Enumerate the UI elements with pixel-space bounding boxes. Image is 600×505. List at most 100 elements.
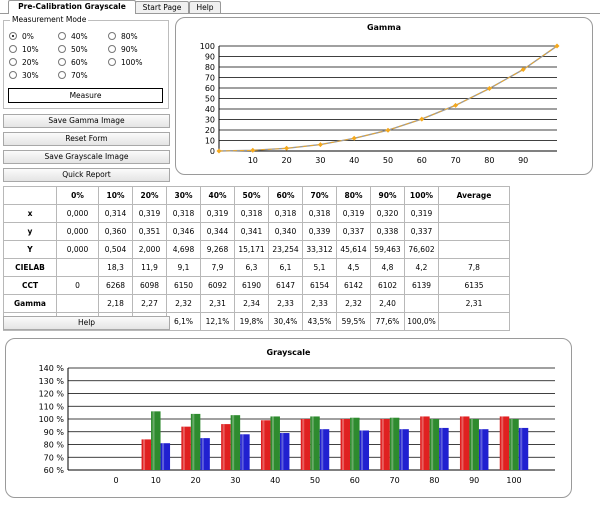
grayscale-bar: [300, 419, 311, 470]
table-cell: 0,320: [370, 204, 405, 223]
table-cell: 0,318: [166, 204, 201, 223]
grayscale-bar-shine: [192, 413, 195, 470]
help-button[interactable]: Help: [3, 316, 170, 330]
radio-90[interactable]: 90%: [108, 45, 138, 55]
table-header-cell: 90%: [370, 186, 405, 205]
grayscale-chart-title: Grayscale: [266, 348, 311, 357]
grayscale-bar: [230, 415, 241, 470]
table-cell: 2,31: [438, 294, 510, 313]
table-cell: 43,5%: [302, 312, 337, 331]
radio-20[interactable]: 20%: [9, 58, 39, 68]
grayscale-y-tick-label: 100 %: [39, 415, 65, 424]
table-cell: 30,4%: [268, 312, 303, 331]
table-header-cell: [3, 186, 57, 205]
table-cell: 6,1: [268, 258, 303, 277]
table-cell: 5,1: [302, 258, 337, 277]
tab-help[interactable]: Help: [189, 1, 221, 14]
grayscale-x-tick-label: 10: [151, 476, 161, 485]
save-gamma-image-button[interactable]: Save Gamma Image: [3, 114, 170, 128]
grayscale-bar: [270, 416, 280, 470]
gamma-point: [554, 43, 560, 49]
measurement-table: 0% 10% 20% 30% 40% 50% 60% 70% 80% 90% 1…: [3, 186, 510, 331]
table-header-cell: 40%: [200, 186, 235, 205]
radio-80[interactable]: 80%: [108, 32, 138, 42]
table-cell: 6142: [336, 276, 371, 295]
save-grayscale-image-button[interactable]: Save Grayscale Image: [3, 150, 170, 164]
grayscale-bar: [221, 424, 231, 470]
quick-report-button[interactable]: Quick Report: [3, 168, 170, 182]
measure-button[interactable]: Measure: [8, 88, 163, 103]
grayscale-y-tick-label: 70 %: [44, 453, 65, 462]
grayscale-bar: [469, 419, 479, 470]
radio-icon: [9, 45, 17, 53]
gamma-x-tick-label: 30: [315, 156, 325, 165]
table-row: Y 0,000 0,504 2,000 4,698 9,268 15,171 23,254 33…: [3, 240, 510, 259]
radio-100[interactable]: 100%: [108, 58, 142, 68]
grayscale-bar: [478, 429, 489, 470]
grayscale-bar: [359, 430, 370, 470]
radio-50[interactable]: 50%: [58, 45, 88, 55]
grayscale-bar: [190, 413, 201, 470]
grayscale-bar: [439, 427, 449, 470]
gamma-point: [385, 127, 391, 133]
gamma-y-tick-label: 40: [205, 105, 215, 114]
grayscale-bar-shine: [510, 419, 513, 470]
grayscale-x-tick-label: 100: [506, 476, 521, 485]
radio-40[interactable]: 40%: [58, 32, 88, 42]
grayscale-bar-shine: [182, 426, 185, 470]
table-header-cell: 70%: [302, 186, 337, 205]
table-cell: 23,254: [268, 240, 303, 259]
table-cell: 0,314: [98, 204, 133, 223]
gamma-y-tick-label: 90: [205, 53, 215, 62]
gamma-chart-title: Gamma: [366, 23, 402, 32]
table-cell: 0,337: [336, 222, 371, 241]
table-cell: 2,000: [132, 240, 167, 259]
gamma-y-tick-label: 60: [205, 84, 215, 93]
table-cell: 11,9: [132, 258, 167, 277]
table-cell: [438, 312, 510, 331]
table-cell: 2,40: [370, 294, 405, 313]
grayscale-bar-shine: [281, 433, 284, 470]
reset-form-button[interactable]: Reset Form: [3, 132, 170, 146]
grayscale-bar-shine: [431, 419, 434, 470]
grayscale-bar-shine: [201, 438, 204, 470]
table-cell: 6139: [404, 276, 439, 295]
tab-pre-calibration-grayscale[interactable]: Pre-Calibration Grayscale: [8, 0, 136, 14]
grayscale-bar-shine: [152, 411, 155, 470]
table-cell: 12,1%: [200, 312, 235, 331]
table-cell: 6102: [370, 276, 405, 295]
grayscale-x-tick-label: 0: [113, 476, 118, 485]
grayscale-bar: [380, 419, 390, 470]
grayscale-bar: [141, 439, 152, 470]
table-cell: 0,360: [98, 222, 133, 241]
radio-0[interactable]: 0%: [9, 32, 34, 42]
gamma-x-tick-label: 70: [451, 156, 461, 165]
radio-70[interactable]: 70%: [58, 71, 88, 81]
table-cell: 4,698: [166, 240, 201, 259]
table-cell: 0,341: [234, 222, 269, 241]
table-cell: 4,8: [370, 258, 405, 277]
radio-30[interactable]: 30%: [9, 71, 39, 81]
table-cell: 2,32: [166, 294, 201, 313]
grayscale-bar: [389, 417, 400, 470]
grayscale-bar: [399, 429, 409, 470]
grayscale-y-tick-label: 90 %: [44, 428, 65, 437]
table-cell: 0,319: [336, 204, 371, 223]
table-cell: 0,504: [98, 240, 133, 259]
table-cell: [438, 222, 510, 241]
table-cell: 0,319: [132, 204, 167, 223]
gamma-x-tick-label: 80: [484, 156, 494, 165]
grayscale-bar-shine: [302, 419, 305, 470]
grayscale-bar: [420, 416, 430, 470]
table-cell: 19,8%: [234, 312, 269, 331]
radio-60[interactable]: 60%: [58, 58, 88, 68]
table-header-cell: 10%: [98, 186, 133, 205]
table-cell: 6150: [166, 276, 201, 295]
grayscale-y-tick-label: 120 %: [39, 390, 65, 399]
table-cell: 6147: [268, 276, 303, 295]
table-row-label: Y: [3, 240, 57, 259]
table-cell: 4,2: [404, 258, 439, 277]
radio-10[interactable]: 10%: [9, 45, 39, 55]
grayscale-bar-shine: [311, 416, 314, 470]
